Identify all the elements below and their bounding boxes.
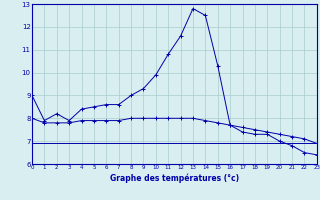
X-axis label: Graphe des températures (°c): Graphe des températures (°c) (110, 173, 239, 183)
